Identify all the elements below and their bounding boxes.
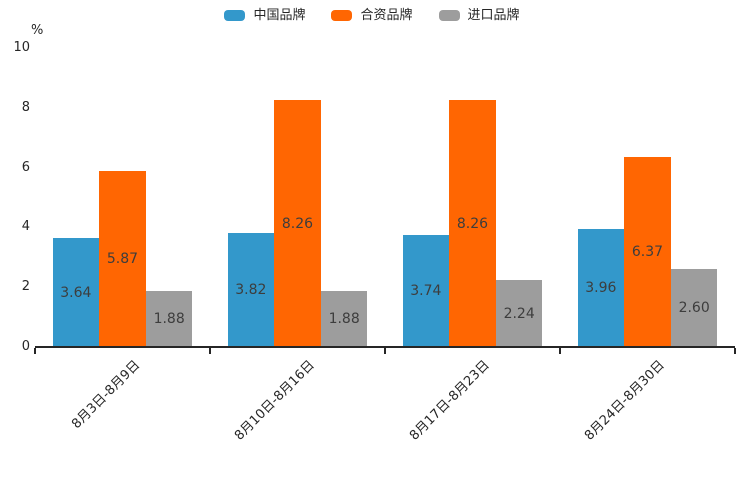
x-tick-mark <box>734 348 736 354</box>
y-tick-label: 2 <box>21 279 30 295</box>
bar-value-label: 2.60 <box>678 300 710 317</box>
y-tick-label: 0 <box>21 339 30 354</box>
bar-中国品牌-3: 3.96 <box>577 228 625 347</box>
legend-item: 中国品牌 <box>224 8 305 23</box>
bar-value-label: 3.64 <box>60 284 92 301</box>
bar-合资品牌-1: 8.26 <box>274 100 321 347</box>
x-tick-mark <box>384 348 386 354</box>
x-tick-mark <box>34 348 36 354</box>
y-tick-label: 10 <box>13 40 30 55</box>
legend-item: 合资品牌 <box>331 8 413 23</box>
x-tick-label: 8月24日-8月30日 <box>582 357 668 444</box>
legend-swatch <box>331 10 353 21</box>
bar-value-label: 1.88 <box>328 310 360 327</box>
bar-value-label: 6.37 <box>631 243 664 260</box>
bar-中国品牌-1: 3.82 <box>227 232 275 347</box>
y-tick-label: 8 <box>21 99 30 115</box>
bar-value-label: 8.26 <box>281 215 314 232</box>
y-axis-unit-label: % <box>31 23 44 38</box>
bar-合资品牌-0: 5.87 <box>99 171 146 347</box>
x-axis-line <box>35 346 735 348</box>
x-tick-mark <box>209 348 211 354</box>
bar-value-label: 8.26 <box>456 215 489 232</box>
bar-中国品牌-2: 3.74 <box>402 235 450 347</box>
bar-进口品牌-0: 1.88 <box>145 290 193 347</box>
x-tick-mark <box>559 348 561 354</box>
legend-label: 中国品牌 <box>253 8 306 23</box>
bar-进口品牌-3: 2.60 <box>670 269 718 347</box>
bar-进口品牌-2: 2.24 <box>495 280 543 347</box>
y-tick-label: 4 <box>21 219 30 235</box>
legend-swatch <box>224 10 246 21</box>
legend-label: 进口品牌 <box>467 8 520 23</box>
x-tick-label: 8月17日-8月23日 <box>407 357 493 444</box>
legend-label: 合资品牌 <box>360 8 413 23</box>
bar-value-label: 1.88 <box>153 310 185 327</box>
legend-item: 进口品牌 <box>438 8 520 23</box>
bar-合资品牌-3: 6.37 <box>624 156 671 347</box>
x-tick-label: 8月3日-8月9日 <box>68 357 143 432</box>
bar-value-label: 3.82 <box>235 281 267 298</box>
bar-value-label: 3.74 <box>410 283 442 300</box>
legend-swatch <box>438 10 460 21</box>
bar-value-label: 5.87 <box>106 251 139 268</box>
y-tick-label: 6 <box>21 159 30 175</box>
legend: 中国品牌 合资品牌 进口品牌 <box>0 8 744 23</box>
bar-进口品牌-1: 1.88 <box>320 290 368 347</box>
bar-value-label: 2.24 <box>503 305 535 322</box>
bar-合资品牌-2: 8.26 <box>449 100 496 347</box>
bar-中国品牌-0: 3.64 <box>52 238 100 347</box>
bar-value-label: 3.96 <box>585 279 617 296</box>
x-tick-label: 8月10日-8月16日 <box>232 357 318 444</box>
